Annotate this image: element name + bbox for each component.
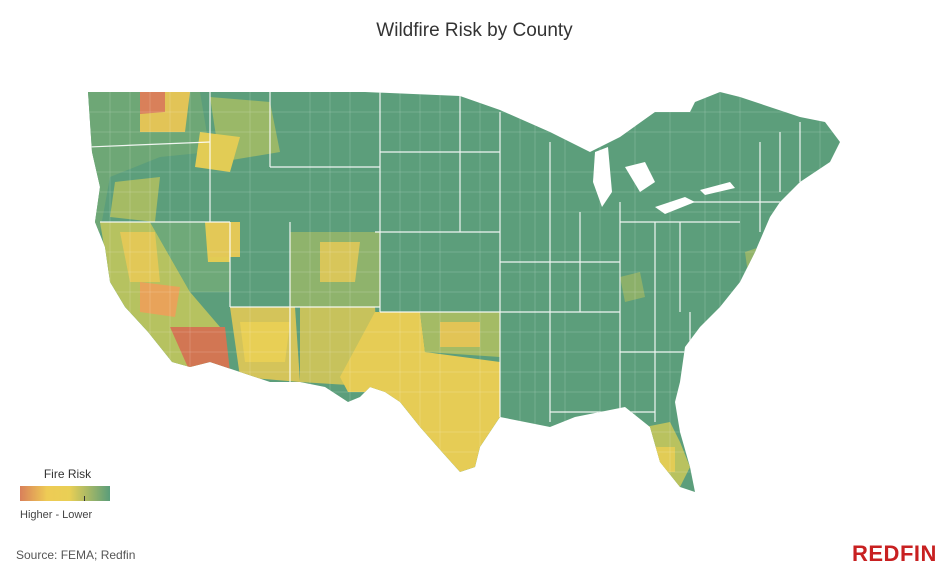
legend-tick — [84, 496, 85, 501]
county-borders — [88, 92, 840, 492]
oklahoma-central-region — [440, 322, 480, 347]
south-florida-region — [650, 447, 675, 472]
source-note: Source: FEMA; Redfin — [16, 548, 136, 562]
central-california-region — [140, 282, 180, 317]
map-title: Wildfire Risk by County — [376, 20, 573, 41]
fire-risk-legend: Fire Risk Higher - Lower — [20, 467, 115, 521]
lake-erie — [655, 197, 695, 214]
legend-color-scale — [20, 486, 110, 501]
texas-region — [340, 312, 500, 472]
oregon-region — [110, 177, 160, 222]
legend-range-label: Higher - Lower — [20, 509, 93, 521]
redfin-logo: REDFIN — [852, 541, 937, 566]
legend-title: Fire Risk — [43, 467, 92, 481]
southern-california-region — [170, 327, 230, 372]
colorado-central-region — [320, 242, 360, 282]
central-arizona-region — [240, 322, 290, 362]
legend-gradient — [20, 486, 110, 501]
us-county-wildfire-map[interactable] — [80, 82, 870, 502]
lake-superior — [550, 122, 605, 137]
lake-ontario — [700, 182, 735, 195]
appalachia-region — [620, 272, 645, 302]
north-cascades-region — [140, 92, 165, 114]
lake-huron — [625, 162, 655, 192]
lake-michigan — [593, 147, 612, 207]
california-north-region — [120, 232, 160, 282]
utah-region — [210, 222, 240, 257]
